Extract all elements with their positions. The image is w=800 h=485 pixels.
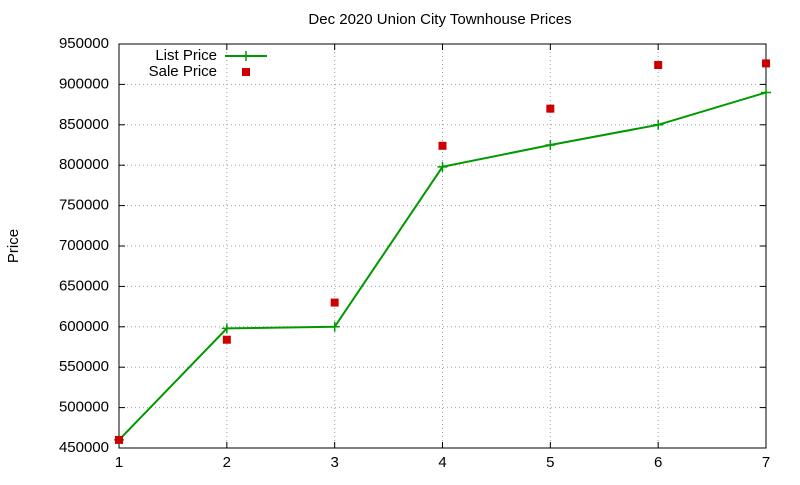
point-marker: [653, 119, 664, 130]
x-tick-label: 4: [438, 454, 446, 471]
y-tick-label: 600000: [59, 318, 109, 335]
x-tick-label: 1: [115, 454, 123, 471]
point-marker: [654, 61, 663, 70]
plot-border: [118, 43, 767, 449]
y-tick-label: 850000: [59, 116, 109, 133]
y-tick-label: 650000: [59, 277, 109, 294]
y-tick-label: 500000: [59, 399, 109, 416]
point-marker: [545, 140, 556, 150]
y-tick-label: 550000: [59, 358, 109, 375]
y-tick-label: 900000: [59, 75, 109, 92]
point-marker: [329, 321, 340, 332]
point-marker: [222, 335, 231, 344]
legend-label: List Price: [155, 47, 217, 64]
y-tick-label: 950000: [59, 35, 109, 52]
y-axis-label: Price: [5, 229, 22, 263]
legend-marker: [241, 51, 251, 61]
point-marker: [221, 323, 232, 334]
point-marker: [762, 59, 770, 68]
point-marker: [438, 141, 447, 150]
x-tick-label: 3: [330, 454, 338, 471]
point-marker: [115, 435, 123, 444]
point-marker: [761, 87, 771, 98]
legend-label: Sale Price: [149, 63, 217, 80]
point-marker: [330, 298, 339, 307]
x-tick-label: 5: [546, 454, 554, 471]
y-tick-label: 750000: [59, 197, 109, 214]
x-tick-label: 7: [762, 454, 770, 471]
y-tick-label: 800000: [59, 156, 109, 173]
chart-title: Dec 2020 Union City Townhouse Prices: [308, 11, 571, 28]
x-tick-label: 6: [654, 454, 662, 471]
point-marker: [437, 161, 448, 172]
y-tick-label: 700000: [59, 237, 109, 254]
point-marker: [546, 104, 555, 113]
legend-marker: [242, 68, 250, 76]
x-tick-label: 2: [223, 454, 231, 471]
y-tick-label: 450000: [59, 439, 109, 456]
